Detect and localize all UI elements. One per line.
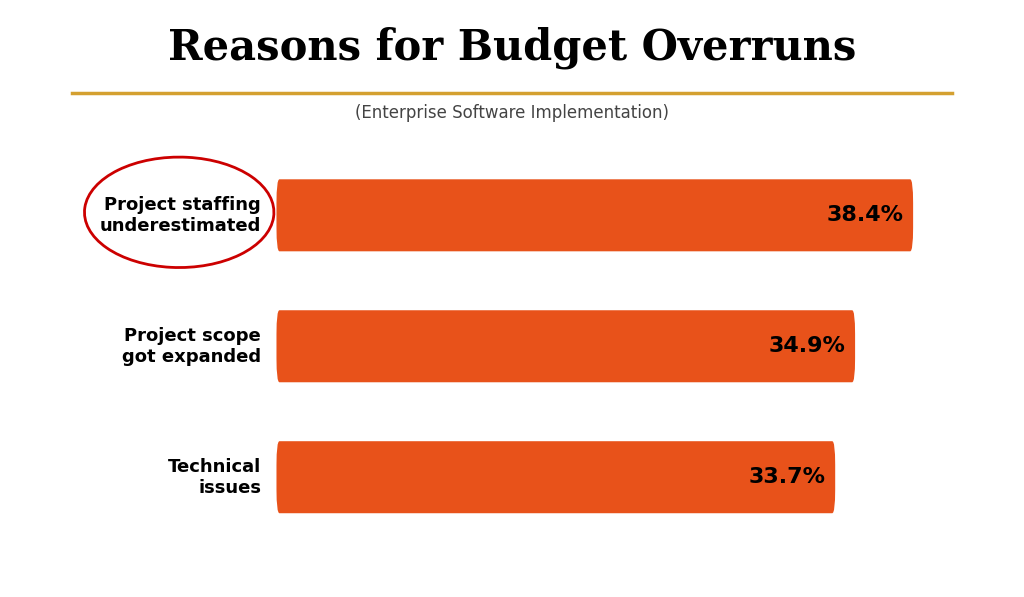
Text: 33.7%: 33.7% bbox=[749, 467, 825, 487]
Text: Project staffing
underestimated: Project staffing underestimated bbox=[99, 196, 261, 235]
Text: Project scope
got expanded: Project scope got expanded bbox=[122, 327, 261, 365]
Text: Technical
issues: Technical issues bbox=[168, 458, 261, 497]
FancyBboxPatch shape bbox=[276, 441, 836, 513]
Text: (Enterprise Software Implementation): (Enterprise Software Implementation) bbox=[355, 104, 669, 122]
FancyBboxPatch shape bbox=[276, 179, 913, 251]
Text: 34.9%: 34.9% bbox=[768, 336, 845, 356]
Text: Reasons for Budget Overruns: Reasons for Budget Overruns bbox=[168, 27, 856, 69]
FancyBboxPatch shape bbox=[276, 310, 855, 382]
Text: 38.4%: 38.4% bbox=[826, 205, 903, 225]
